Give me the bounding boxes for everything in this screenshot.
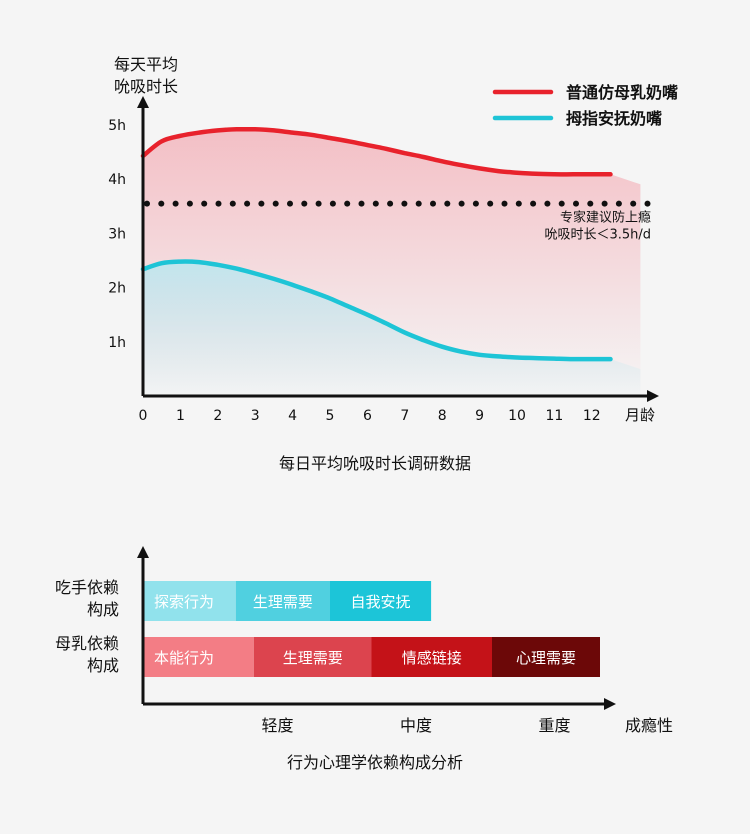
reference-dot <box>358 200 365 207</box>
x-tick-label: 5 <box>326 408 335 424</box>
bar-segment-label: 心理需要 <box>516 649 576 667</box>
reference-label: 专家建议防上瘾 <box>560 210 651 226</box>
x-axis-arrow <box>604 698 616 710</box>
bar-segment <box>492 637 600 677</box>
bar-segment <box>253 637 372 677</box>
x-tick-label: 1 <box>176 408 185 424</box>
reference-dot <box>415 200 422 207</box>
reference-dot <box>587 200 594 207</box>
y-tick-label: 5h <box>108 118 126 134</box>
x-tick-label: 12 <box>583 408 601 424</box>
x-axis-arrow <box>647 390 659 402</box>
reference-dot <box>344 200 351 207</box>
reference-dot <box>215 200 222 207</box>
x-tick-label: 10 <box>508 408 526 424</box>
reference-dot <box>430 200 436 207</box>
reference-dot <box>472 200 479 207</box>
reference-label: 吮吸时长＜3.5h/d <box>544 227 651 243</box>
reference-dot <box>573 200 579 207</box>
reference-dot <box>258 200 265 207</box>
reference-dot <box>558 200 565 207</box>
reference-dot <box>401 200 408 207</box>
reference-dot <box>601 200 608 207</box>
x-tick-label: 中度 <box>400 716 432 735</box>
category-label: 构成 <box>87 656 119 675</box>
reference-dot <box>144 200 150 207</box>
reference-dot <box>458 200 465 207</box>
chart-title: 每日平均吮吸时长调研数据 <box>279 454 471 473</box>
reference-dot <box>387 200 394 207</box>
reference-dot <box>315 200 322 207</box>
bar-segment-label: 生理需要 <box>283 649 343 667</box>
reference-dot <box>201 200 208 207</box>
reference-dot <box>544 200 551 207</box>
x-axis-label: 月龄 <box>625 406 655 424</box>
x-tick-label: 7 <box>400 408 409 424</box>
y-tick-label: 4h <box>108 172 126 188</box>
x-tick-label: 11 <box>545 408 563 424</box>
category-label: 母乳依赖 <box>55 634 119 653</box>
x-axis-label: 成瘾性 <box>625 716 673 735</box>
legend-label: 拇指安抚奶嘴 <box>566 109 662 128</box>
x-tick-label: 轻度 <box>261 716 293 735</box>
bar-segment <box>330 581 432 621</box>
bar-segment <box>143 581 236 621</box>
legend-label: 普通仿母乳奶嘴 <box>566 83 678 102</box>
y-axis-arrow <box>137 546 149 558</box>
x-tick-label: 3 <box>251 408 260 424</box>
y-axis-label: 每天平均 <box>114 55 178 74</box>
reference-dot <box>158 200 165 207</box>
y-tick-label: 2h <box>108 281 126 297</box>
reference-dot <box>501 200 508 207</box>
reference-dot <box>515 200 522 207</box>
reference-dot <box>329 200 336 207</box>
y-tick-label: 3h <box>108 226 126 242</box>
reference-dot <box>186 200 193 207</box>
reference-dot <box>272 200 279 207</box>
reference-dot <box>229 200 236 207</box>
series-line-1 <box>140 126 613 177</box>
x-tick-label: 重度 <box>538 716 570 735</box>
series-line-2 <box>140 259 613 362</box>
series-area-2 <box>143 261 641 396</box>
bar-segment <box>143 637 254 677</box>
reference-dot <box>172 200 179 207</box>
bar-segment-label: 本能行为 <box>154 649 214 667</box>
bar-segment-label: 情感链接 <box>402 649 462 667</box>
y-axis-label: 吮吸时长 <box>114 77 178 96</box>
bar-segment <box>371 637 492 677</box>
reference-dot <box>372 200 379 207</box>
y-tick-label: 1h <box>108 335 126 351</box>
reference-dot <box>530 200 537 207</box>
category-label: 吃手依赖 <box>55 578 119 597</box>
category-label: 构成 <box>87 600 119 619</box>
x-tick-label: 0 <box>139 408 148 424</box>
y-axis-arrow <box>137 96 149 108</box>
x-tick-label: 2 <box>213 408 222 424</box>
reference-dot <box>630 200 637 207</box>
reference-dot <box>615 200 622 207</box>
chart-title: 行为心理学依赖构成分析 <box>287 753 463 772</box>
x-tick-label: 8 <box>438 408 447 424</box>
reference-dot <box>487 200 494 207</box>
bar-segment-label: 自我安抚 <box>350 593 410 611</box>
reference-dot <box>301 200 308 207</box>
x-tick-label: 9 <box>475 408 484 424</box>
bar-segment-label: 生理需要 <box>253 593 313 611</box>
bar-segment-label: 探索行为 <box>154 593 214 611</box>
x-tick-label: 4 <box>288 408 297 424</box>
reference-dot <box>287 200 293 207</box>
reference-dot <box>244 200 251 207</box>
bar-segment <box>235 581 330 621</box>
x-tick-label: 6 <box>363 408 372 424</box>
reference-dot <box>444 200 451 207</box>
reference-dot <box>644 200 651 207</box>
